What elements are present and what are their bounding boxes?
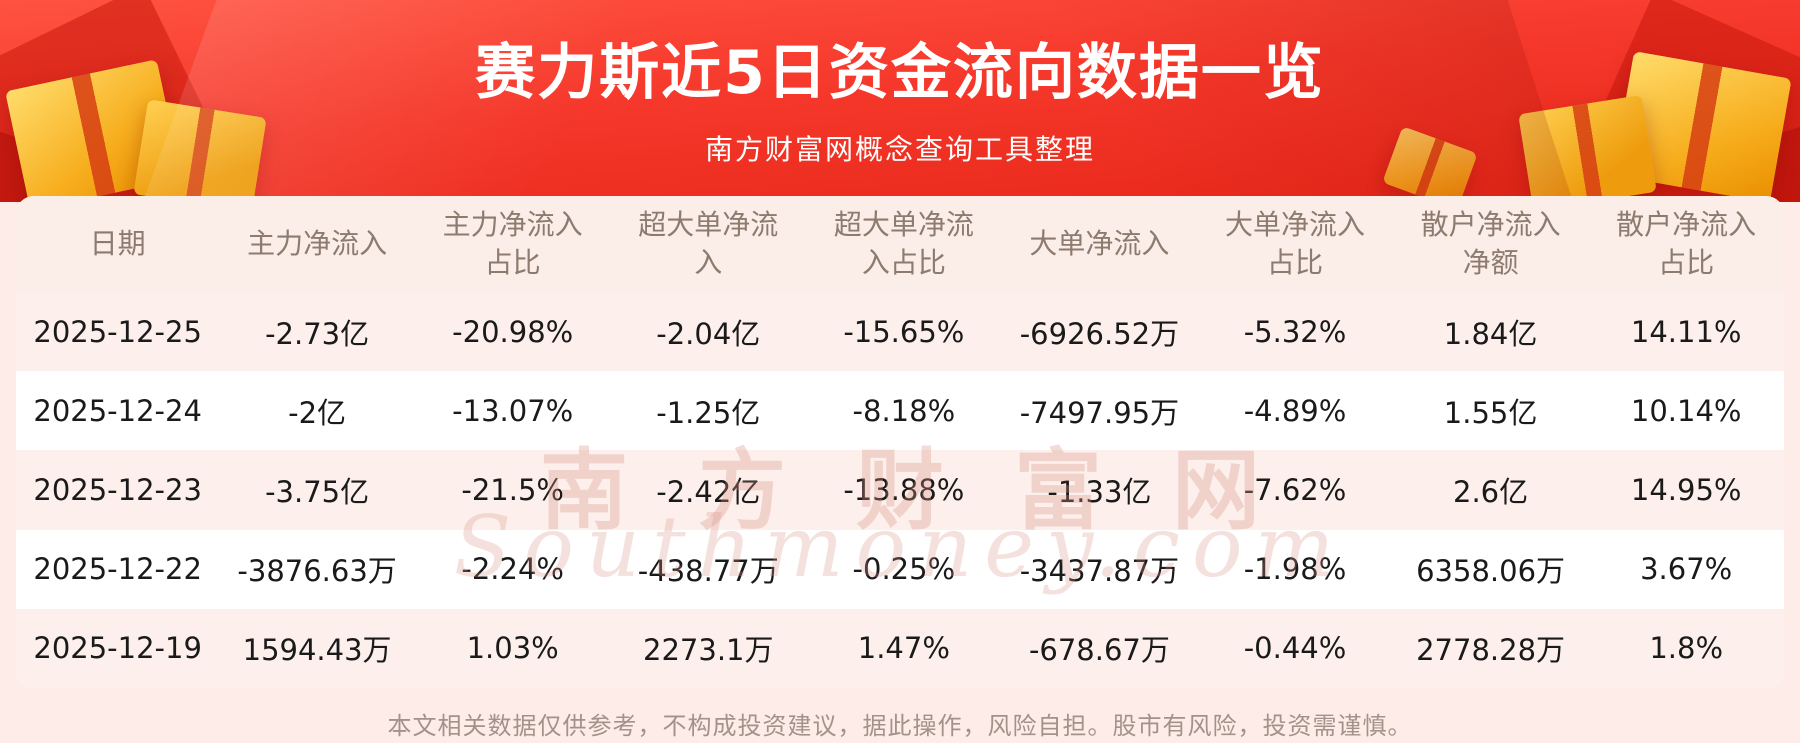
table-header-row: 日期 主力净流入 主力净流入占比 超大单净流入 超大单净流入占比 大单净流入 大单净流入占比… bbox=[16, 196, 1784, 292]
disclaimer-text: 本文相关数据仅供参考，不构成投资建议，据此操作，风险自担。股市有风险，投资需谨慎… bbox=[387, 712, 1413, 740]
value-cell: 14.95% bbox=[1630, 472, 1742, 507]
column-header: 散户净流入净额 bbox=[1420, 208, 1561, 279]
value-cell: -13.07% bbox=[452, 393, 574, 428]
value-cell: -3.75亿 bbox=[265, 474, 370, 509]
table-row: 2025-12-22 -3876.63万 -2.24% -438.77万 -0.25% -… bbox=[16, 529, 1784, 609]
column-header: 超大单净流入占比 bbox=[833, 208, 974, 279]
value-cell: 2273.1万 bbox=[643, 633, 774, 668]
value-cell: -15.65% bbox=[843, 314, 965, 349]
date-cell: 2025-12-23 bbox=[33, 472, 202, 507]
value-cell: -4.89% bbox=[1243, 393, 1347, 428]
value-cell: -3876.63万 bbox=[237, 554, 397, 589]
column-header: 大单净流入占比 bbox=[1224, 208, 1365, 279]
date-cell: 2025-12-24 bbox=[33, 393, 202, 428]
value-cell: -7497.95万 bbox=[1019, 395, 1180, 430]
table-row: 2025-12-24 -2亿 -13.07% -1.25亿 -8.18% -7497.95… bbox=[16, 371, 1784, 451]
column-header: 大单净流入 bbox=[1029, 227, 1170, 261]
value-cell: 1.84亿 bbox=[1443, 316, 1538, 351]
value-cell: 10.14% bbox=[1630, 393, 1742, 428]
column-header: 主力净流入占比 bbox=[442, 208, 583, 279]
value-cell: 1.8% bbox=[1649, 631, 1724, 666]
table-row: 2025-12-25 -2.73亿 -20.98% -2.04亿 -15.65% -692… bbox=[16, 292, 1784, 372]
value-cell: -1.25亿 bbox=[656, 395, 761, 430]
table-row: 2025-12-23 -3.75亿 -21.5% -2.42亿 -13.88% -1.33… bbox=[16, 450, 1784, 530]
date-cell: 2025-12-22 bbox=[33, 552, 202, 587]
value-cell: -13.88% bbox=[843, 472, 965, 507]
fund-flow-table-panel: 日期 主力净流入 主力净流入占比 超大单净流入 超大单净流入占比 大单净流入 大单净流入占比… bbox=[16, 196, 1784, 688]
value-cell: 2.6亿 bbox=[1453, 474, 1529, 509]
value-cell: -5.32% bbox=[1243, 314, 1347, 349]
value-cell: -2.73亿 bbox=[265, 316, 370, 351]
value-cell: -8.18% bbox=[852, 393, 956, 428]
value-cell: -7.62% bbox=[1243, 472, 1347, 507]
value-cell: 3.67% bbox=[1640, 552, 1733, 587]
column-header: 主力净流入 bbox=[247, 227, 388, 261]
value-cell: 1.03% bbox=[466, 631, 559, 666]
value-cell: -1.33亿 bbox=[1047, 474, 1152, 509]
value-cell: -1.98% bbox=[1243, 552, 1347, 587]
column-header: 日期 bbox=[89, 227, 146, 261]
date-cell: 2025-12-25 bbox=[33, 314, 202, 349]
value-cell: 1.55亿 bbox=[1443, 395, 1538, 430]
value-cell: -438.77万 bbox=[637, 554, 779, 589]
value-cell: -21.5% bbox=[461, 472, 564, 507]
value-cell: 1594.43万 bbox=[242, 633, 392, 668]
column-header: 散户净流入占比 bbox=[1616, 208, 1757, 279]
value-cell: 1.47% bbox=[857, 631, 950, 666]
value-cell: 2778.28万 bbox=[1416, 633, 1566, 668]
banner bbox=[0, 0, 1800, 202]
page-title: 赛力斯近5日资金流向数据一览 bbox=[475, 38, 1325, 108]
value-cell: -2亿 bbox=[288, 395, 347, 430]
table-row: 2025-12-19 1594.43万 1.03% 2273.1万 1.47% -678.… bbox=[16, 608, 1784, 688]
value-cell: -3437.87万 bbox=[1019, 554, 1180, 589]
date-cell: 2025-12-19 bbox=[33, 631, 202, 666]
value-cell: -20.98% bbox=[452, 314, 574, 349]
value-cell: -6926.52万 bbox=[1019, 316, 1180, 351]
fund-flow-table: 日期 主力净流入 主力净流入占比 超大单净流入 超大单净流入占比 大单净流入 大单净流入占比… bbox=[16, 196, 1784, 688]
value-cell: 14.11% bbox=[1630, 314, 1742, 349]
table-body: 2025-12-25 -2.73亿 -20.98% -2.04亿 -15.65% -692… bbox=[16, 292, 1784, 688]
page-subtitle: 南方财富网概念查询工具整理 bbox=[704, 133, 1095, 166]
column-header: 超大单净流入 bbox=[638, 208, 779, 279]
value-cell: -0.44% bbox=[1243, 631, 1347, 666]
value-cell: -678.67万 bbox=[1028, 633, 1170, 668]
value-cell: 6358.06万 bbox=[1416, 554, 1566, 589]
value-cell: -2.24% bbox=[461, 552, 564, 587]
value-cell: -2.42亿 bbox=[656, 474, 761, 509]
value-cell: -2.04亿 bbox=[656, 316, 761, 351]
value-cell: -0.25% bbox=[852, 552, 956, 587]
